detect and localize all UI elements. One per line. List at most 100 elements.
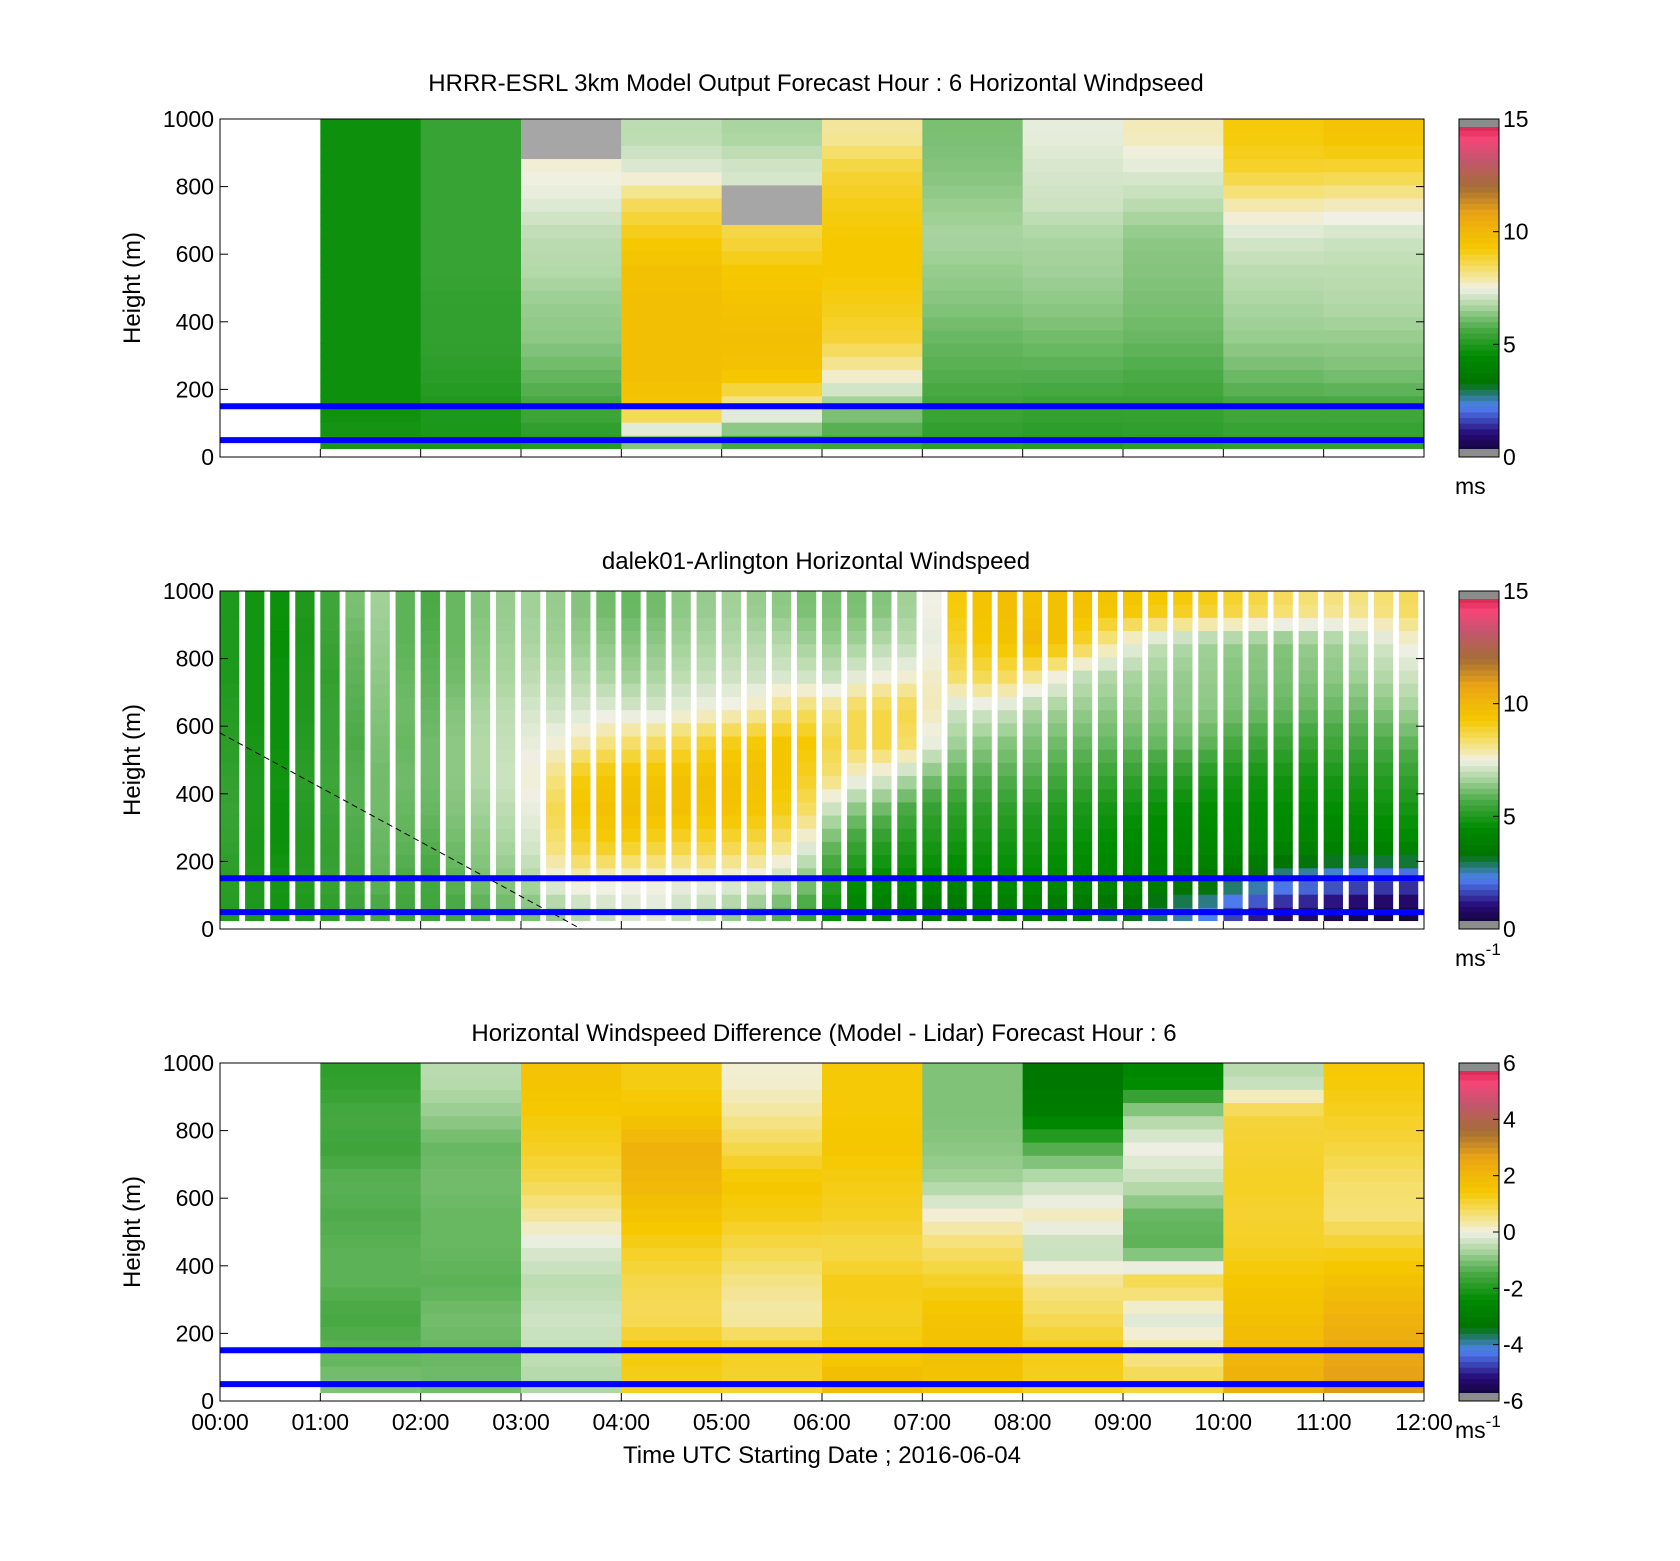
heatmap-cell bbox=[1047, 617, 1068, 632]
heatmap-cell bbox=[1298, 630, 1318, 645]
heatmap-cell bbox=[445, 683, 466, 697]
heatmap-cell bbox=[1223, 1194, 1325, 1209]
heatmap-cell bbox=[897, 881, 917, 895]
heatmap-cell bbox=[1223, 198, 1325, 212]
heatmap-cell bbox=[596, 815, 616, 829]
heatmap-cell bbox=[922, 422, 1024, 436]
heatmap-cell bbox=[671, 696, 691, 711]
heatmap-cell bbox=[420, 119, 522, 133]
heatmap-cell bbox=[1223, 277, 1325, 291]
heatmap-cell bbox=[721, 709, 741, 724]
heatmap-cell bbox=[546, 670, 566, 684]
heatmap-cell bbox=[420, 409, 522, 423]
heatmap-cell bbox=[796, 841, 817, 856]
heatmap-cell bbox=[771, 788, 792, 803]
heatmap-cell bbox=[1273, 841, 1293, 856]
heatmap-cell bbox=[1223, 145, 1325, 160]
heatmap-cell bbox=[922, 237, 1024, 252]
heatmap-cell bbox=[997, 881, 1017, 895]
heatmap-cell bbox=[1323, 1063, 1425, 1077]
heatmap-cell bbox=[295, 894, 315, 908]
heatmap-cell bbox=[521, 329, 622, 344]
heatmap-cell bbox=[470, 643, 491, 658]
heatmap-cell bbox=[470, 894, 491, 908]
heatmap-cell bbox=[295, 749, 315, 763]
heatmap-cell bbox=[1022, 643, 1042, 658]
heatmap-cell bbox=[295, 881, 315, 895]
heatmap-cell bbox=[721, 1194, 823, 1209]
colorbar-swatch bbox=[1459, 1384, 1499, 1391]
heatmap-cell bbox=[1223, 1168, 1325, 1183]
heatmap-cell bbox=[621, 828, 641, 842]
heatmap-cell bbox=[445, 696, 466, 711]
heatmap-cell bbox=[872, 801, 892, 816]
heatmap-cell bbox=[972, 630, 992, 645]
heatmap-cell bbox=[370, 815, 390, 829]
heatmap-cell bbox=[696, 881, 716, 895]
colorbar-swatch bbox=[1459, 1158, 1499, 1165]
heatmap-cell bbox=[1198, 617, 1218, 632]
heatmap-cell bbox=[1047, 722, 1068, 737]
colorbar-swatch bbox=[1459, 821, 1499, 829]
heatmap-cell bbox=[420, 1089, 522, 1104]
y-tick-label: 0 bbox=[201, 1388, 214, 1414]
heatmap-cell bbox=[646, 841, 666, 856]
heatmap-cell bbox=[1298, 881, 1318, 895]
heatmap-cell bbox=[295, 696, 315, 711]
heatmap-cell bbox=[521, 250, 622, 265]
heatmap-cell bbox=[370, 881, 390, 895]
heatmap-cell bbox=[721, 643, 741, 658]
heatmap-cell bbox=[521, 709, 541, 724]
heatmap-cell bbox=[1148, 696, 1168, 711]
heatmap-cell bbox=[1123, 788, 1143, 803]
heatmap-cell bbox=[997, 604, 1017, 618]
heatmap-cell bbox=[1198, 762, 1218, 777]
heatmap-cell bbox=[771, 670, 792, 684]
heatmap-cell bbox=[521, 630, 541, 645]
heatmap-cell bbox=[947, 801, 967, 816]
heatmap-cell bbox=[847, 604, 867, 618]
heatmap-cell bbox=[1123, 184, 1224, 199]
heatmap-cell bbox=[521, 881, 541, 895]
heatmap-cell bbox=[721, 1181, 823, 1196]
y-tick-label: 600 bbox=[176, 1185, 214, 1211]
heatmap-cell bbox=[922, 1234, 1024, 1249]
heatmap-cell bbox=[721, 1208, 823, 1222]
heatmap-cell bbox=[1273, 788, 1293, 803]
heatmap-cell bbox=[521, 591, 541, 605]
heatmap-cell bbox=[1323, 1102, 1425, 1117]
heatmap-cell bbox=[270, 722, 290, 737]
heatmap-cell bbox=[1148, 709, 1168, 724]
heatmap-cell bbox=[972, 656, 992, 671]
heatmap-cell bbox=[621, 1260, 723, 1275]
heatmap-cell bbox=[847, 722, 867, 737]
heatmap-cell bbox=[671, 801, 691, 816]
heatmap-cell bbox=[420, 788, 440, 803]
heatmap-cell bbox=[1373, 604, 1394, 618]
heatmap-cell bbox=[696, 828, 716, 842]
heatmap-cell bbox=[445, 722, 466, 737]
heatmap-cell bbox=[320, 1089, 422, 1104]
colorbar-swatch bbox=[1459, 1119, 1499, 1126]
heatmap-cell bbox=[521, 224, 622, 239]
heatmap-cell bbox=[671, 617, 691, 632]
colorbar-cap bbox=[1459, 449, 1499, 457]
colorbar-swatch bbox=[1459, 1102, 1499, 1109]
heatmap-cell bbox=[571, 749, 591, 763]
heatmap-cell bbox=[320, 422, 422, 436]
colorbar-swatch bbox=[1459, 242, 1499, 250]
heatmap-cell bbox=[1273, 630, 1293, 645]
heatmap-cell bbox=[972, 643, 992, 658]
heatmap-cell bbox=[1223, 762, 1243, 777]
heatmap-cell bbox=[1398, 656, 1419, 671]
heatmap-cell bbox=[1047, 591, 1068, 605]
heatmap-cell bbox=[621, 722, 641, 737]
heatmap-cell bbox=[1398, 696, 1419, 711]
heatmap-cell bbox=[922, 290, 1024, 305]
heatmap-cell bbox=[897, 591, 917, 605]
heatmap-cell bbox=[546, 736, 566, 750]
heatmap-cell bbox=[445, 815, 466, 829]
x-tick-label: 01:00 bbox=[292, 1409, 350, 1435]
heatmap-cell bbox=[872, 683, 892, 697]
heatmap-cell bbox=[1348, 762, 1369, 777]
